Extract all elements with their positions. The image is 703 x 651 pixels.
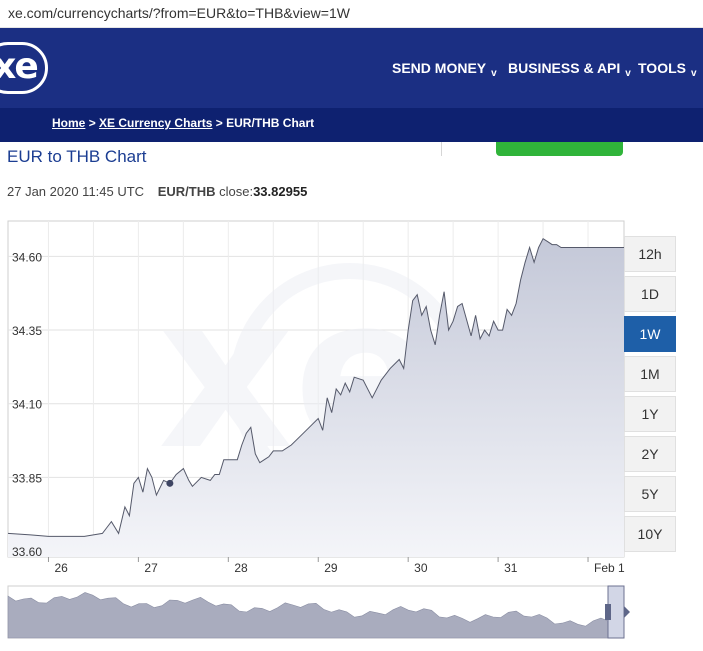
breadcrumb-current: EUR/THB Chart — [226, 116, 315, 130]
breadcrumb-separator: > — [215, 116, 223, 130]
xe-logo[interactable]: xe — [0, 42, 48, 94]
divider — [441, 142, 442, 156]
period-button-1w[interactable]: 1W — [624, 316, 676, 352]
chart-pair: EUR/THB — [157, 184, 216, 199]
rate-area — [8, 238, 624, 557]
navigator-handle-right[interactable] — [624, 606, 630, 618]
nav-business-api-label: BUSINESS & API — [508, 60, 621, 76]
chevron-down-icon: v — [491, 68, 497, 79]
breadcrumb-charts-link[interactable]: XE Currency Charts — [99, 116, 213, 130]
y-tick-label: 34.10 — [12, 398, 42, 412]
x-tick-label: 27 — [144, 561, 158, 575]
chart-meta: 27 Jan 2020 11:45 UTC EUR/THB close:33.8… — [7, 184, 307, 199]
url-bar[interactable]: xe.com/currencycharts/?from=EUR&to=THB&v… — [0, 0, 703, 28]
logo-text: xe — [0, 46, 39, 87]
nav-tools[interactable]: TOOLS v — [638, 60, 697, 79]
period-button-1y[interactable]: 1Y — [624, 396, 676, 432]
x-tick-label: 29 — [324, 561, 338, 575]
url-text: xe.com/currencycharts/?from=EUR&to=THB&v… — [8, 5, 350, 21]
y-tick-label: 33.60 — [12, 545, 42, 559]
period-button-1m[interactable]: 1M — [624, 356, 676, 392]
nav-business-api[interactable]: BUSINESS & API v — [508, 60, 631, 79]
period-selector: 12h 1D 1W 1M 1Y 2Y 5Y 10Y — [624, 236, 676, 556]
breadcrumb-separator: > — [88, 116, 96, 130]
chevron-down-icon: v — [625, 68, 631, 79]
chart-title: EUR to THB Chart — [7, 147, 147, 166]
breadcrumb: Home > XE Currency Charts > EUR/THB Char… — [52, 116, 314, 130]
send-money-cta-button[interactable] — [496, 142, 623, 156]
period-button-12h[interactable]: 12h — [624, 236, 676, 272]
y-tick-label: 34.35 — [12, 324, 42, 338]
breadcrumb-home-link[interactable]: Home — [52, 116, 86, 130]
x-axis: 26 27 28 29 30 31 Feb 1 — [47, 557, 625, 575]
range-navigator[interactable] — [0, 582, 640, 642]
navigator-handle-left[interactable] — [605, 604, 611, 620]
x-tick-label: 26 — [54, 561, 68, 575]
x-tick-label: 30 — [414, 561, 428, 575]
y-axis: 33.60 33.85 34.10 34.35 34.60 — [12, 250, 42, 559]
close-label: close: — [219, 184, 254, 199]
x-tick-label: Feb 1 — [594, 561, 625, 575]
chart-timestamp: 27 Jan 2020 11:45 UTC — [7, 184, 145, 199]
breadcrumb-bar: Home > XE Currency Charts > EUR/THB Char… — [0, 108, 703, 142]
navigator-area — [7, 592, 625, 639]
period-button-10y[interactable]: 10Y — [624, 516, 676, 552]
y-tick-label: 33.85 — [12, 471, 42, 485]
x-tick-label: 28 — [234, 561, 248, 575]
chevron-down-icon: v — [690, 68, 697, 79]
nav-tools-label: TOOLS — [638, 60, 686, 76]
nav-send-money[interactable]: SEND MONEY v — [392, 60, 497, 79]
top-nav: xe SEND MONEY v BUSINESS & API v TOOLS v — [0, 28, 703, 108]
period-button-2y[interactable]: 2Y — [624, 436, 676, 472]
nav-send-money-label: SEND MONEY — [392, 60, 487, 76]
period-button-5y[interactable]: 5Y — [624, 476, 676, 512]
x-tick-label: 31 — [504, 561, 518, 575]
hover-marker — [166, 479, 174, 487]
close-value: 33.82955 — [253, 184, 308, 199]
rate-line — [7, 237, 624, 537]
period-button-1d[interactable]: 1D — [624, 276, 676, 312]
y-tick-label: 34.60 — [12, 250, 42, 264]
